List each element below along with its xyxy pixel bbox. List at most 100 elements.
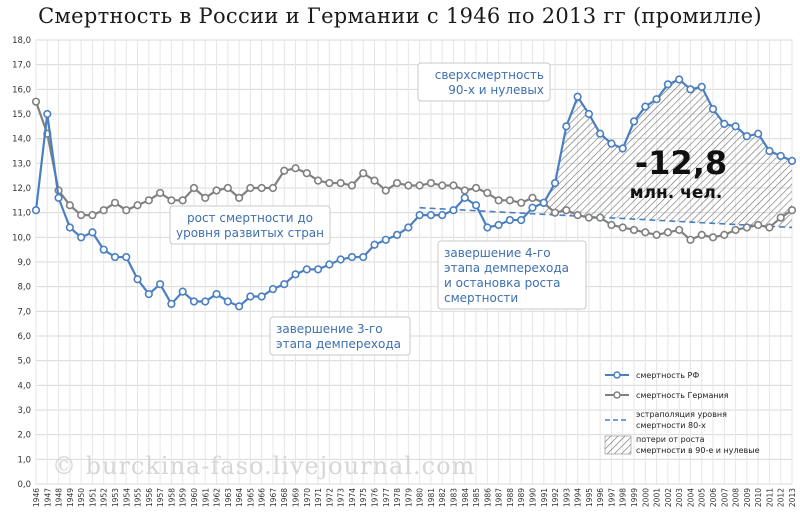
germany-point xyxy=(426,178,436,188)
germany-point xyxy=(392,178,402,188)
germany-point xyxy=(765,223,774,232)
russia-point xyxy=(178,287,187,296)
germany-point xyxy=(156,188,165,198)
russia-point xyxy=(663,80,672,89)
germany-point xyxy=(573,211,582,220)
russia-point xyxy=(404,223,413,232)
x-tick-label: 1999 xyxy=(630,488,639,507)
germany-point xyxy=(494,196,503,205)
germany-point xyxy=(178,196,187,205)
russia-point xyxy=(562,122,571,131)
x-tick-label: 1981 xyxy=(427,488,436,507)
russia-point xyxy=(675,75,684,84)
russia-point xyxy=(573,92,582,101)
x-tick-label: 1973 xyxy=(337,488,346,507)
russia-point xyxy=(336,255,345,264)
russia-point xyxy=(144,289,153,299)
russia-point xyxy=(494,220,503,230)
legend-label-russia: смертность РФ xyxy=(636,371,699,380)
y-tick-label: 3,0 xyxy=(17,406,31,416)
germany-point xyxy=(370,176,379,185)
russia-point xyxy=(313,265,323,274)
germany-point xyxy=(31,97,41,106)
russia-point xyxy=(641,102,650,111)
russia-point xyxy=(201,297,210,306)
x-tick-label: 1994 xyxy=(574,488,583,507)
y-tick-label: 16,0 xyxy=(12,85,31,95)
y-tick-label: 2,0 xyxy=(17,431,31,441)
germany-point xyxy=(291,164,300,173)
germany-point xyxy=(404,181,413,190)
extrapolation-line xyxy=(419,206,793,229)
legend-marker-germany xyxy=(613,391,621,399)
x-tick-label: 1987 xyxy=(495,488,504,507)
russia-point xyxy=(291,270,300,279)
y-tick-label: 15,0 xyxy=(12,110,31,120)
germany-point xyxy=(460,186,469,195)
germany-point xyxy=(471,183,481,193)
germany-point xyxy=(122,206,131,215)
x-tick-label: 1991 xyxy=(540,488,549,507)
y-tick-label: 4,0 xyxy=(17,381,31,391)
y-tick-label: 11,0 xyxy=(12,209,31,219)
germany-point xyxy=(652,230,661,239)
y-tick-label: 6,0 xyxy=(17,332,31,342)
russia-point xyxy=(77,233,86,242)
russia-point xyxy=(257,292,266,301)
russia-point xyxy=(708,104,718,114)
annotation-stage4-text: смертности xyxy=(444,291,518,305)
russia-point xyxy=(731,122,740,131)
germany-point xyxy=(133,201,142,210)
loss-value: -12,8 xyxy=(635,144,727,182)
annotation-stage4-text: и остановка роста xyxy=(444,276,560,290)
germany-point xyxy=(359,169,368,178)
loss-unit: млн. чел. xyxy=(630,183,723,203)
legend-label-extrapolation-1: эстраполяция уровня xyxy=(636,410,727,419)
germany-point xyxy=(99,206,108,215)
russia-point xyxy=(596,129,605,138)
russia-point xyxy=(235,302,244,311)
russia-point xyxy=(483,223,492,232)
germany-point xyxy=(731,225,740,235)
x-tick-label: 1954 xyxy=(122,488,131,507)
germany-point xyxy=(212,186,221,195)
annotation-stage3-text: этапа демперехода xyxy=(276,337,401,351)
germany-point xyxy=(776,213,785,222)
loss-area xyxy=(543,79,792,228)
x-tick-label: 2012 xyxy=(777,488,786,507)
x-tick-label: 1950 xyxy=(77,488,86,507)
x-tick-label: 1978 xyxy=(393,488,402,507)
x-tick-label: 1952 xyxy=(100,488,109,507)
x-tick-label: 1980 xyxy=(416,488,425,507)
x-tick-label: 2009 xyxy=(743,488,752,507)
x-tick-label: 1972 xyxy=(325,488,334,507)
russia-point xyxy=(381,235,390,244)
russia-point xyxy=(268,285,278,294)
russia-point xyxy=(99,245,108,254)
y-tick-label: 7,0 xyxy=(17,307,31,317)
x-tick-label: 1960 xyxy=(190,488,199,507)
annotation-stage3-text: завершение 3-го xyxy=(276,322,383,336)
germany-point xyxy=(438,181,447,190)
y-tick-label: 9,0 xyxy=(17,258,31,268)
russia-point xyxy=(370,240,379,249)
russia-point xyxy=(528,203,537,212)
russia-point xyxy=(415,211,424,220)
x-tick-label: 2011 xyxy=(765,488,774,507)
russia-point xyxy=(133,275,142,284)
x-tick-label: 2001 xyxy=(653,488,662,507)
x-tick-label: 1966 xyxy=(258,488,267,507)
x-tick-label: 1990 xyxy=(528,488,537,507)
x-tick-label: 1996 xyxy=(596,488,605,507)
x-tick-label: 1985 xyxy=(472,488,481,507)
russia-point xyxy=(765,146,774,156)
x-tick-label: 1984 xyxy=(461,488,470,507)
x-tick-label: 1964 xyxy=(235,488,244,507)
annotation-stage3-box xyxy=(269,316,411,356)
germany-point xyxy=(336,178,345,188)
germany-point xyxy=(754,220,763,230)
russia-point xyxy=(742,132,751,141)
russia-point xyxy=(776,151,785,161)
legend-label-loss-2: смертности в 90-е и нулевые xyxy=(636,446,760,455)
x-tick-label: 2002 xyxy=(664,488,673,507)
